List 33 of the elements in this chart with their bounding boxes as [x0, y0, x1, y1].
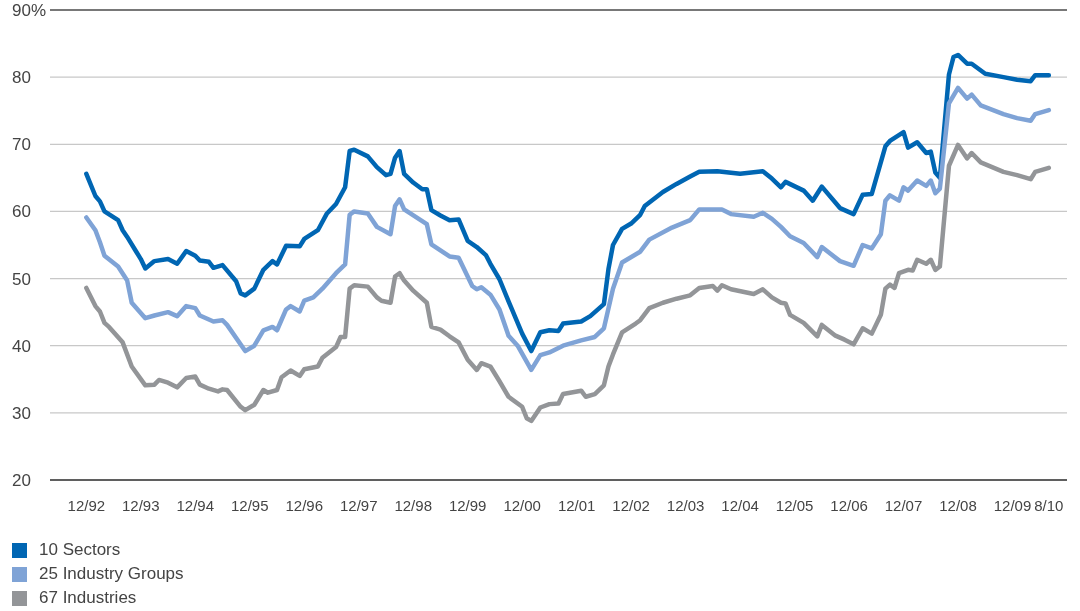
x-tick-label: 12/99: [448, 496, 487, 514]
y-tick-label: 30: [12, 403, 31, 423]
x-tick-label: 12/00: [503, 496, 541, 514]
y-tick-label: 80: [12, 68, 31, 88]
x-tick-label: 12/96: [285, 496, 324, 514]
x-tick-label: 12/08: [939, 496, 977, 514]
line-series: [84, 142, 1052, 424]
x-tick-label: 12/05: [775, 496, 814, 514]
x-tick-label: 12/93: [122, 496, 160, 514]
line-series: [84, 85, 1052, 373]
x-tick-label: 12/02: [612, 496, 650, 514]
x-tick-label: 8/10: [1034, 496, 1064, 514]
x-tick-label: 12/92: [67, 496, 106, 514]
x-tick-label: 12/09: [993, 496, 1032, 514]
y-tick-label: 90%: [12, 1, 47, 20]
y-tick-label: 60: [12, 202, 31, 222]
x-tick-label: 12/95: [230, 496, 269, 514]
x-tick-label: 12/94: [176, 496, 215, 514]
legend-label: 10 Sectors: [39, 540, 121, 560]
y-tick-label: 70: [12, 135, 31, 155]
line-series: [84, 52, 1052, 354]
y-tick-label: 20: [12, 471, 31, 490]
y-tick-label: 50: [12, 269, 31, 289]
x-tick-label: 12/01: [557, 496, 596, 514]
x-tick-label: 12/98: [394, 496, 432, 514]
x-tick-label: 12/03: [666, 496, 705, 514]
legend-label: 67 Industries: [39, 588, 137, 608]
x-tick-label: 12/07: [884, 496, 923, 514]
x-tick-label: 12/06: [830, 496, 868, 514]
x-tick-label: 12/97: [339, 496, 378, 514]
x-tick-label: 12/04: [721, 496, 759, 514]
legend-label: 25 Industry Groups: [39, 564, 184, 584]
y-tick-label: 40: [12, 336, 31, 356]
